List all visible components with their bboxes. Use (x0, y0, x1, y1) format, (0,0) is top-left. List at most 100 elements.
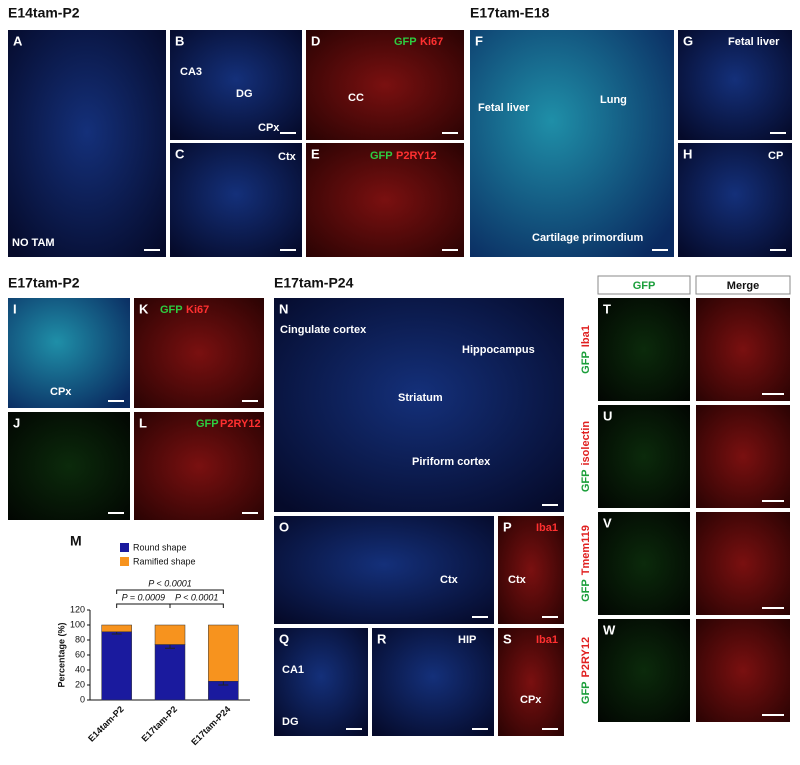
bar-segment (154, 644, 186, 701)
stain-label: GFP Tmem119 (580, 525, 592, 602)
x-tick-label: E17tam-P24 (189, 704, 232, 747)
y-tick-label: 80 (75, 634, 85, 644)
panel-letter: V (603, 515, 612, 530)
stain-name: GFP (580, 579, 592, 602)
bar-segment (208, 624, 239, 682)
panel-letter: N (279, 301, 288, 316)
panel-label: Striatum (398, 392, 443, 404)
panel-label: CC (348, 92, 364, 104)
column-header-box (597, 275, 691, 295)
significance-bracket (116, 589, 224, 594)
panel-letter: M (70, 533, 82, 549)
panel-label: Cingulate cortex (280, 324, 367, 336)
panel-letter: K (139, 301, 149, 316)
x-tick-label: E14tam-P2 (86, 704, 126, 744)
micrograph-panel (8, 412, 130, 520)
stain-name: isolectin (580, 421, 592, 466)
panel-label: Iba1 (536, 634, 558, 646)
column-header-box (695, 275, 791, 295)
panel-letter: F (475, 33, 483, 48)
stain-label: GFP Iba1 (580, 325, 592, 374)
micrograph-panel (8, 30, 166, 257)
legend-swatch (120, 557, 129, 566)
panel-label: P2RY12 (396, 150, 437, 162)
micrograph-panel (498, 516, 564, 624)
panel-label: CA3 (180, 66, 202, 78)
panel-label: GFP (160, 304, 183, 316)
panel-label: Piriform cortex (412, 456, 491, 468)
micrograph-panel (306, 30, 464, 140)
panel-label: CPx (520, 694, 542, 706)
legend-label: Round shape (133, 542, 187, 552)
panel-letter: G (683, 33, 693, 48)
stain-name: GFP (580, 681, 592, 704)
panel-label: CA1 (282, 664, 304, 676)
bar-segment (101, 624, 132, 632)
micrograph-panel (696, 512, 790, 615)
column-header: Merge (727, 280, 759, 292)
y-tick-label: 0 (80, 694, 85, 704)
legend-swatch (120, 543, 129, 552)
bar-segment (154, 624, 186, 645)
panel-label: GFP (196, 418, 219, 430)
panel-label: NO TAM (12, 237, 55, 249)
panel-letter: O (279, 519, 289, 534)
panel-label: P2RY12 (220, 418, 261, 430)
stain-name: GFP (580, 470, 592, 493)
panel-label: Ki67 (420, 36, 443, 48)
y-tick-label: 120 (70, 604, 85, 614)
panel-label: Ki67 (186, 304, 209, 316)
panel-label: CP (768, 150, 783, 162)
panel-label: HIP (458, 634, 476, 646)
panel-label: Hippocampus (462, 344, 535, 356)
panel-letter: R (377, 631, 387, 646)
bar-segment (101, 631, 132, 701)
significance-label: P = 0.0009 (122, 592, 165, 602)
micrograph-panel (598, 619, 690, 722)
panel-letter: E (311, 146, 320, 161)
micrograph-panel (598, 405, 690, 508)
y-tick-label: 100 (70, 619, 85, 629)
micrograph-panel (274, 298, 564, 512)
micrograph-panel (372, 628, 494, 736)
micrograph-panel (696, 298, 790, 401)
stain-label: GFP P2RY12 (580, 637, 592, 704)
panel-letter: I (13, 301, 17, 316)
micrograph-panel (170, 143, 302, 257)
significance-bracket (169, 603, 224, 608)
micrograph-panel (498, 628, 564, 736)
column-header: GFP (633, 280, 656, 292)
significance-bracket (116, 603, 171, 608)
panel-letter: H (683, 146, 692, 161)
section-title: E14tam-P2 (8, 5, 80, 21)
micrograph-panel (134, 412, 264, 520)
panel-label: DG (282, 716, 299, 728)
micrograph-panel (678, 30, 792, 140)
panel-label: Fetal liver (728, 36, 780, 48)
panel-letter: Q (279, 631, 289, 646)
legend-label: Ramified shape (133, 556, 196, 566)
micrograph-panel (696, 405, 790, 508)
section-title: E17tam-P24 (274, 275, 354, 291)
stain-name: GFP (580, 351, 592, 374)
y-axis-label: Percentage (%) (56, 622, 66, 687)
panel-letter: W (603, 622, 616, 637)
micrograph-panel (598, 512, 690, 615)
micrograph-panel (678, 143, 792, 257)
panel-label: Ctx (278, 151, 297, 163)
micrograph-panel (696, 619, 790, 722)
panel-label: CPx (258, 122, 280, 134)
section-title: E17tam-P2 (8, 275, 80, 291)
panel-label: GFP (394, 36, 417, 48)
panel-letter: C (175, 146, 185, 161)
micrograph-panel (598, 298, 690, 401)
micrograph-panel (170, 30, 302, 140)
panel-label: Ctx (508, 574, 527, 586)
panel-label: GFP (370, 150, 393, 162)
panel-label: Ctx (440, 574, 459, 586)
panel-letter: B (175, 33, 184, 48)
micrograph-panel (306, 143, 464, 257)
micrograph-panel (8, 298, 130, 408)
